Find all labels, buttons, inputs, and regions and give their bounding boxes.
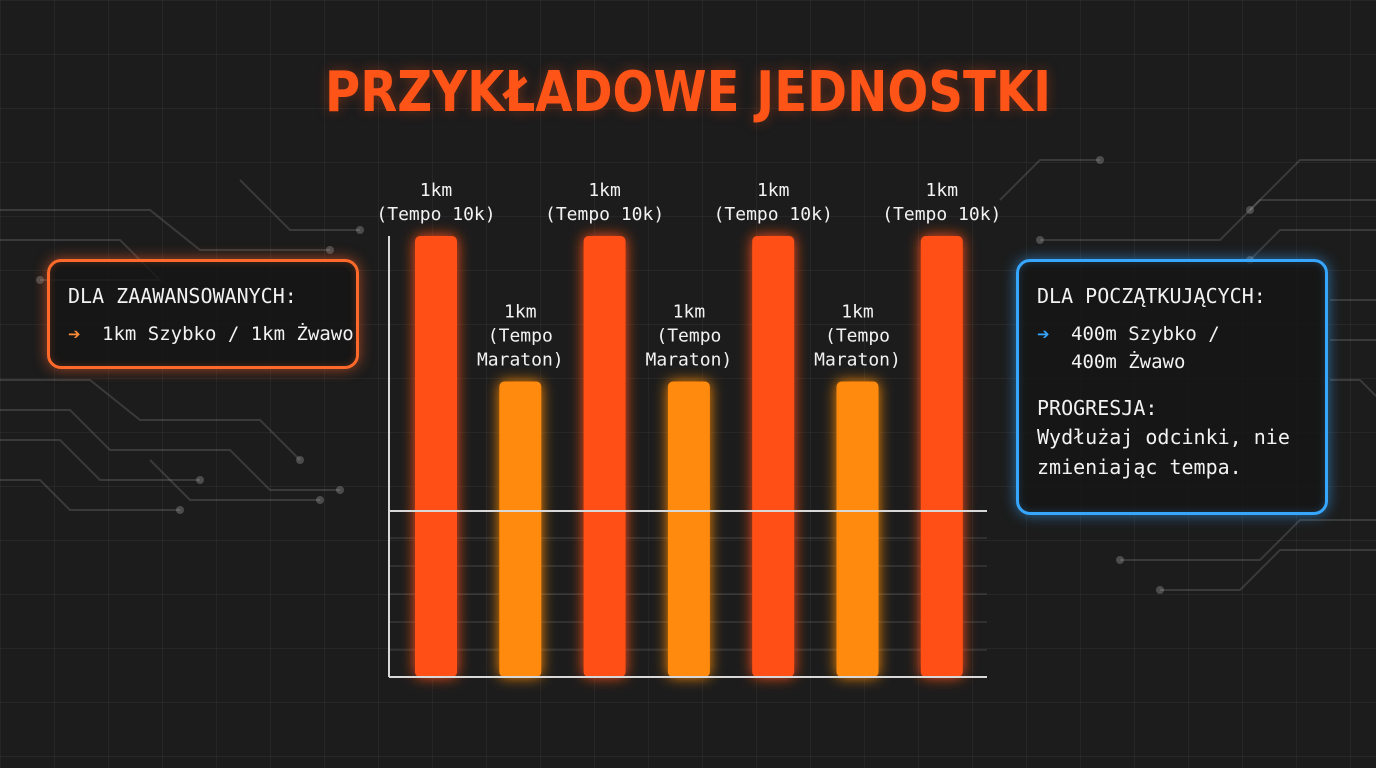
chart-bar-labels: 1km (Tempo 10k) 1km (Tempo Maraton) 1km (Tempo…	[376, 180, 1001, 371]
chart-axes	[388, 236, 987, 678]
bar-steady-6	[836, 381, 879, 677]
page-title: PRZYKŁADOWE JEDNOSTKI	[324, 60, 1052, 125]
bar-label-2: 1km (Tempo Maraton)	[477, 302, 564, 371]
bar-label-4: 1km (Tempo Maraton)	[646, 302, 733, 371]
advanced-panel-item: ➔ 1km Szybko / 1km Żwawo	[68, 320, 356, 348]
progression-heading: PROGRESJA:	[1037, 396, 1158, 420]
bar-fast-5	[752, 236, 795, 677]
bar-label-3: 1km (Tempo 10k)	[545, 180, 664, 225]
beginner-panel-heading: DLA POCZĄTKUJĄCYCH:	[1037, 284, 1266, 308]
beginner-panel: DLA POCZĄTKUJĄCYCH: ➔ 400m Szybko / 400m…	[1016, 259, 1328, 515]
bar-label-6: 1km (Tempo Maraton)	[814, 302, 901, 371]
bar-fast-3	[583, 236, 626, 677]
advanced-panel: DLA ZAAWANSOWANYCH: ➔ 1km Szybko / 1km Ż…	[47, 259, 359, 369]
arrow-right-icon: ➔	[1037, 322, 1050, 346]
bar-steady-4	[667, 381, 710, 677]
bar-label-5: 1km (Tempo 10k)	[714, 180, 833, 225]
arrow-right-icon: ➔	[68, 322, 81, 346]
advanced-panel-heading: DLA ZAAWANSOWANYCH:	[68, 284, 297, 308]
bar-fast-1	[415, 236, 457, 677]
beginner-panel-item: ➔ 400m Szybko / 400m Żwawo	[1037, 320, 1325, 376]
progression-text: Wydłużaj odcinki, nie zmieniając tempa.	[1037, 425, 1290, 479]
bar-label-7: 1km (Tempo 10k)	[882, 180, 1001, 225]
bar-steady-2	[499, 381, 542, 677]
bar-label-1: 1km (Tempo 10k)	[376, 180, 495, 225]
beginner-panel-item-text: 400m Szybko / 400m Żwawo	[1071, 323, 1220, 373]
bar-fast-7	[920, 236, 963, 677]
advanced-panel-item-text: 1km Szybko / 1km Żwawo	[102, 323, 354, 345]
chart-bars	[415, 236, 963, 677]
